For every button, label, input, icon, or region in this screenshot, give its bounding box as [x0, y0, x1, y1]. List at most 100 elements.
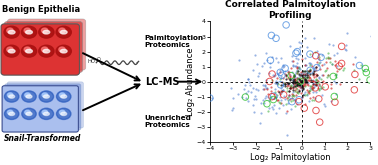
Point	[299, 87, 305, 90]
Point	[304, 89, 310, 91]
Point	[334, 51, 340, 54]
Point	[306, 100, 312, 103]
Point	[284, 96, 290, 99]
Point	[287, 79, 293, 81]
Point	[245, 77, 251, 80]
Point	[296, 88, 302, 91]
Point	[282, 82, 288, 85]
Point	[294, 69, 300, 71]
Circle shape	[59, 110, 65, 115]
Point	[289, 100, 295, 103]
Point	[289, 94, 295, 97]
Point	[277, 92, 283, 95]
Point	[302, 63, 308, 66]
Point	[286, 93, 292, 96]
Point	[317, 121, 323, 123]
Point	[297, 83, 304, 86]
Point	[245, 100, 251, 103]
Point	[230, 96, 236, 99]
Point	[245, 78, 251, 80]
Point	[291, 81, 297, 83]
Point	[277, 71, 283, 73]
Point	[295, 82, 301, 85]
Point	[287, 87, 293, 89]
Point	[264, 86, 270, 89]
Point	[339, 45, 345, 48]
Point	[304, 45, 310, 48]
Point	[356, 78, 362, 80]
Point	[351, 88, 357, 91]
FancyBboxPatch shape	[1, 24, 79, 75]
Point	[310, 83, 316, 85]
Ellipse shape	[61, 112, 67, 115]
Circle shape	[24, 28, 31, 33]
Point	[302, 103, 308, 106]
Point	[311, 86, 317, 88]
Circle shape	[5, 108, 19, 119]
Point	[302, 64, 308, 66]
Point	[288, 100, 294, 102]
Point	[300, 85, 306, 87]
Point	[268, 86, 274, 89]
Point	[264, 102, 270, 105]
Point	[305, 82, 311, 84]
Point	[291, 75, 297, 78]
Point	[294, 69, 300, 72]
Point	[262, 83, 268, 86]
Point	[297, 78, 303, 80]
Ellipse shape	[60, 49, 67, 53]
Point	[245, 90, 251, 93]
Point	[284, 134, 290, 137]
Point	[311, 82, 317, 85]
Point	[269, 95, 275, 98]
Point	[311, 75, 317, 78]
Point	[351, 68, 357, 71]
Point	[301, 72, 307, 75]
Point	[285, 82, 291, 85]
Point	[292, 79, 298, 81]
Circle shape	[5, 91, 19, 102]
Y-axis label: Log₂ Abundance: Log₂ Abundance	[186, 47, 195, 116]
Point	[313, 75, 319, 77]
Point	[229, 108, 235, 111]
Point	[315, 87, 321, 89]
Point	[288, 85, 294, 87]
Point	[235, 59, 242, 62]
Point	[303, 73, 309, 76]
Point	[281, 82, 287, 84]
Point	[285, 71, 291, 73]
Point	[273, 95, 279, 98]
Point	[318, 77, 324, 80]
Point	[311, 83, 318, 86]
Point	[297, 92, 304, 95]
Point	[307, 62, 313, 65]
Point	[296, 77, 302, 80]
Point	[328, 82, 334, 85]
Point	[295, 69, 301, 72]
Circle shape	[24, 47, 31, 52]
Point	[253, 97, 259, 100]
Point	[290, 82, 296, 84]
Point	[300, 76, 306, 79]
Point	[261, 61, 267, 64]
Point	[292, 79, 298, 81]
Point	[309, 87, 315, 89]
Point	[270, 74, 276, 76]
Point	[302, 76, 308, 79]
Ellipse shape	[26, 30, 33, 34]
Point	[288, 96, 294, 99]
Point	[312, 87, 318, 89]
Point	[284, 109, 290, 112]
Point	[315, 80, 321, 82]
Point	[323, 60, 329, 63]
Ellipse shape	[43, 30, 50, 34]
Point	[324, 76, 330, 78]
Point	[290, 89, 296, 92]
Point	[292, 76, 298, 79]
Point	[291, 89, 297, 92]
Point	[293, 80, 299, 83]
Point	[310, 71, 316, 74]
Point	[296, 73, 302, 76]
Point	[272, 96, 278, 99]
Point	[284, 82, 290, 84]
